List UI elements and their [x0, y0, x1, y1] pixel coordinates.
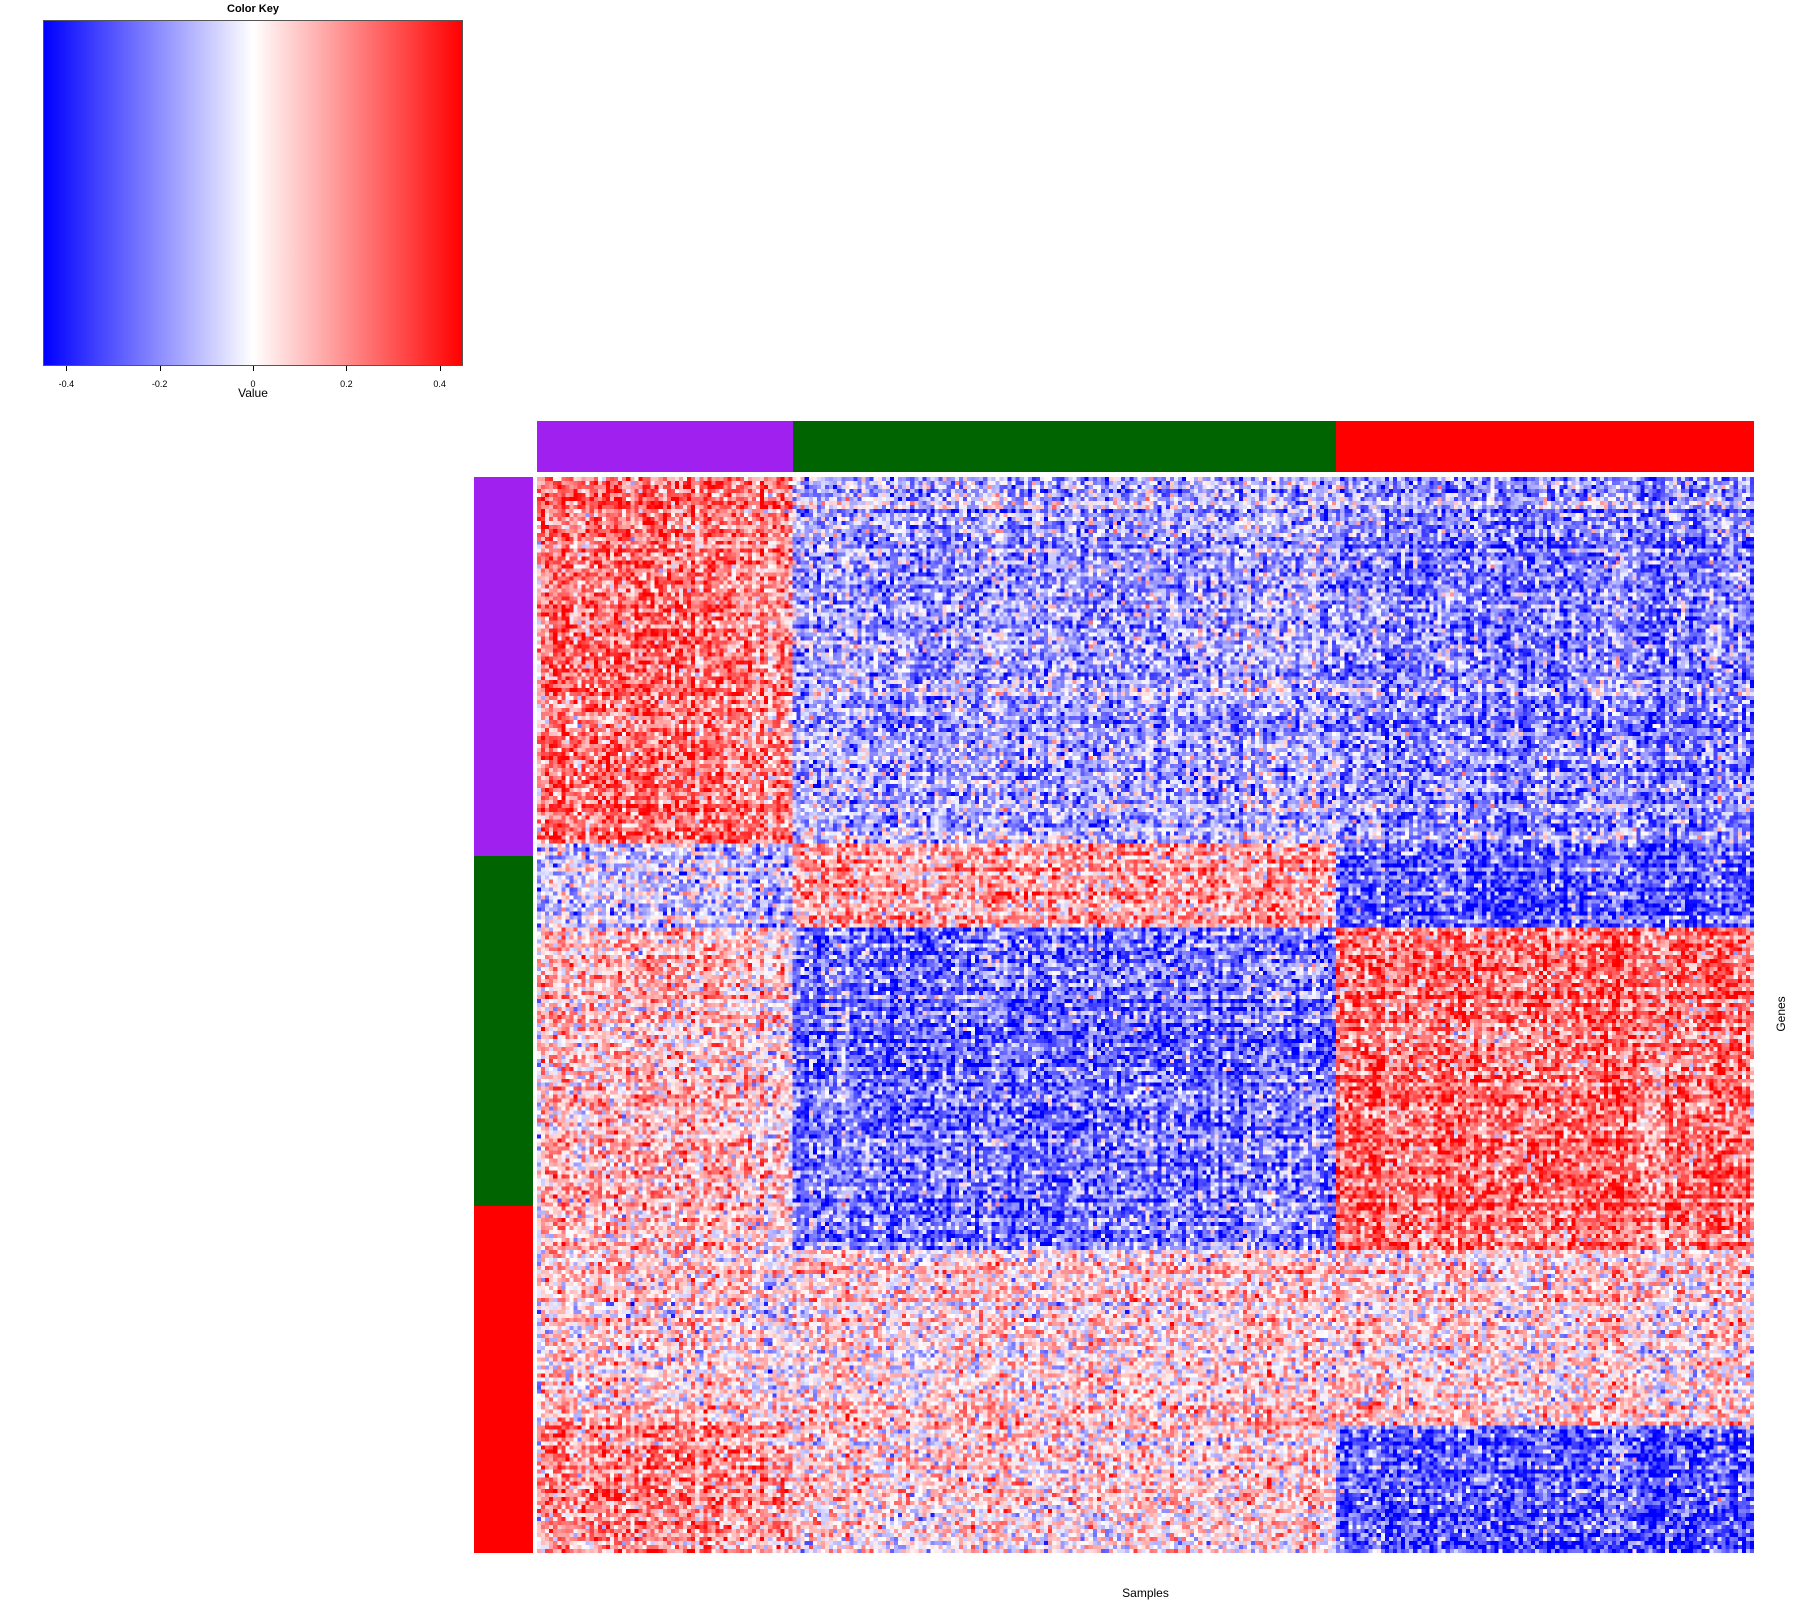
x-axis-label: Samples: [1122, 1586, 1169, 1600]
color-key-tickmark: [346, 366, 348, 371]
color-key-tick-label: -0.2: [151, 379, 168, 389]
sample-group-bar-group-1: [537, 421, 793, 472]
color-key-tickmark: [253, 366, 254, 371]
color-key-tick-label: 0.2: [340, 379, 353, 389]
color-key-tick-label: 0: [250, 379, 256, 389]
color-key-tick-label: -0.4: [58, 379, 75, 389]
color-key-tickmark: [66, 366, 68, 371]
color-key-tickmark: [439, 366, 441, 371]
color-key-tickmark: [159, 366, 161, 371]
color-key-gradient: [43, 20, 463, 366]
gene-group-bar-group-3: [474, 1206, 533, 1553]
color-key-title: Color Key: [227, 3, 279, 15]
sample-group-bar-group-2: [792, 421, 1337, 472]
color-key-tick-label: 0.4: [433, 379, 446, 389]
gene-group-bar-group-1: [474, 477, 533, 856]
gene-group-bar-group-2: [474, 855, 533, 1207]
y-axis-label: Genes: [1774, 996, 1788, 1032]
sample-group-bar-group-3: [1336, 421, 1754, 472]
color-key-xlabel: Value: [238, 386, 268, 400]
heatmap-grid: [537, 477, 1754, 1553]
